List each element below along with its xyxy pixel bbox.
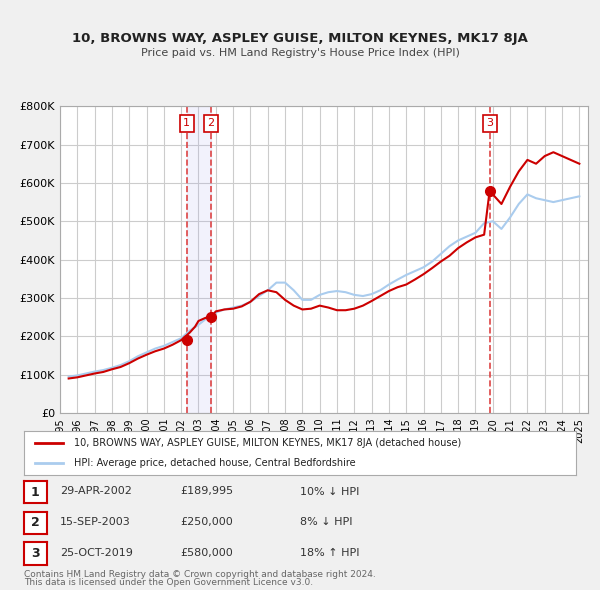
Text: 1: 1 (183, 119, 190, 129)
Text: £189,995: £189,995 (180, 487, 233, 496)
Text: 29-APR-2002: 29-APR-2002 (60, 487, 132, 496)
Text: 18% ↑ HPI: 18% ↑ HPI (300, 548, 359, 558)
Text: 10, BROWNS WAY, ASPLEY GUISE, MILTON KEYNES, MK17 8JA (detached house): 10, BROWNS WAY, ASPLEY GUISE, MILTON KEY… (74, 438, 461, 448)
Text: 2: 2 (31, 516, 40, 529)
Text: Price paid vs. HM Land Registry's House Price Index (HPI): Price paid vs. HM Land Registry's House … (140, 48, 460, 58)
Text: 3: 3 (31, 547, 40, 560)
Text: 15-SEP-2003: 15-SEP-2003 (60, 517, 131, 527)
Text: 25-OCT-2019: 25-OCT-2019 (60, 548, 133, 558)
Bar (187, 106, 211, 413)
Text: 3: 3 (486, 119, 493, 129)
Text: 8% ↓ HPI: 8% ↓ HPI (300, 517, 353, 527)
Text: Contains HM Land Registry data © Crown copyright and database right 2024.: Contains HM Land Registry data © Crown c… (24, 571, 376, 579)
Text: HPI: Average price, detached house, Central Bedfordshire: HPI: Average price, detached house, Cent… (74, 458, 355, 467)
Text: This data is licensed under the Open Government Licence v3.0.: This data is licensed under the Open Gov… (24, 578, 313, 587)
Text: 1: 1 (31, 486, 40, 499)
Text: 2: 2 (207, 119, 214, 129)
Text: 10% ↓ HPI: 10% ↓ HPI (300, 487, 359, 496)
Text: £250,000: £250,000 (180, 517, 233, 527)
Text: £580,000: £580,000 (180, 548, 233, 558)
Text: 10, BROWNS WAY, ASPLEY GUISE, MILTON KEYNES, MK17 8JA: 10, BROWNS WAY, ASPLEY GUISE, MILTON KEY… (72, 32, 528, 45)
